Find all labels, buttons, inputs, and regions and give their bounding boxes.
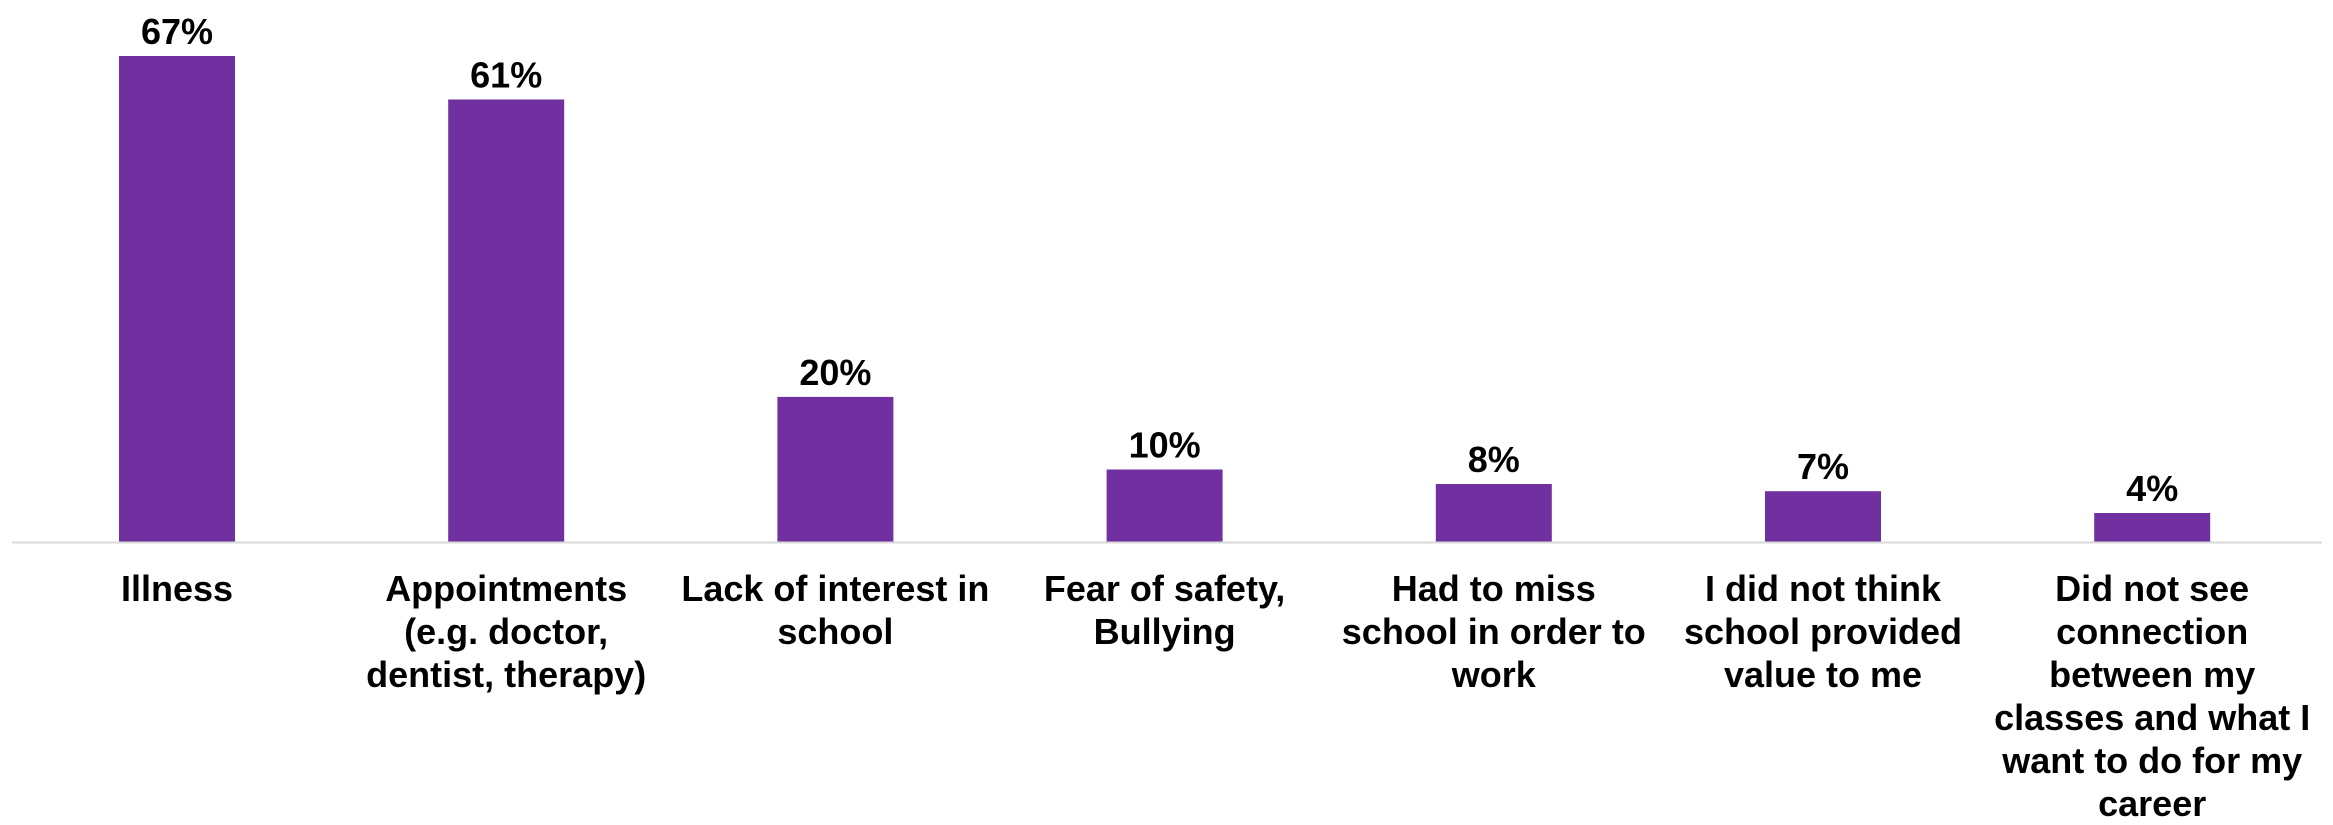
- category-label: Fear of safety, Bullying: [1043, 568, 1286, 652]
- value-labels-group: 67% 61% 20% 10% 8% 7% 4%: [141, 11, 2178, 509]
- bar: [119, 56, 235, 542]
- bar: [448, 99, 565, 542]
- bar: [1765, 491, 1881, 542]
- category-label: Did not see connection between my classe…: [1994, 568, 2311, 824]
- data-label: 4%: [2126, 468, 2178, 509]
- category-label: Lack of interest in school: [681, 568, 990, 652]
- data-label: 10%: [1129, 425, 1201, 466]
- bar: [1435, 484, 1552, 542]
- bar: [2094, 513, 2211, 542]
- data-label: 20%: [799, 352, 871, 393]
- category-label: Had to miss school in order to work: [1341, 568, 1646, 695]
- bars-group: [119, 56, 2211, 542]
- category-label: Illness: [120, 568, 234, 609]
- data-label: 61%: [470, 55, 542, 96]
- data-label: 67%: [141, 11, 213, 52]
- data-label: 7%: [1797, 446, 1849, 487]
- bar: [777, 396, 894, 542]
- bar: [1106, 469, 1223, 542]
- category-label: I did not think school provided value to…: [1683, 568, 1963, 695]
- category-label: Appointments (e.g. doctor, dentist, ther…: [366, 568, 647, 695]
- data-label: 8%: [1468, 439, 1520, 480]
